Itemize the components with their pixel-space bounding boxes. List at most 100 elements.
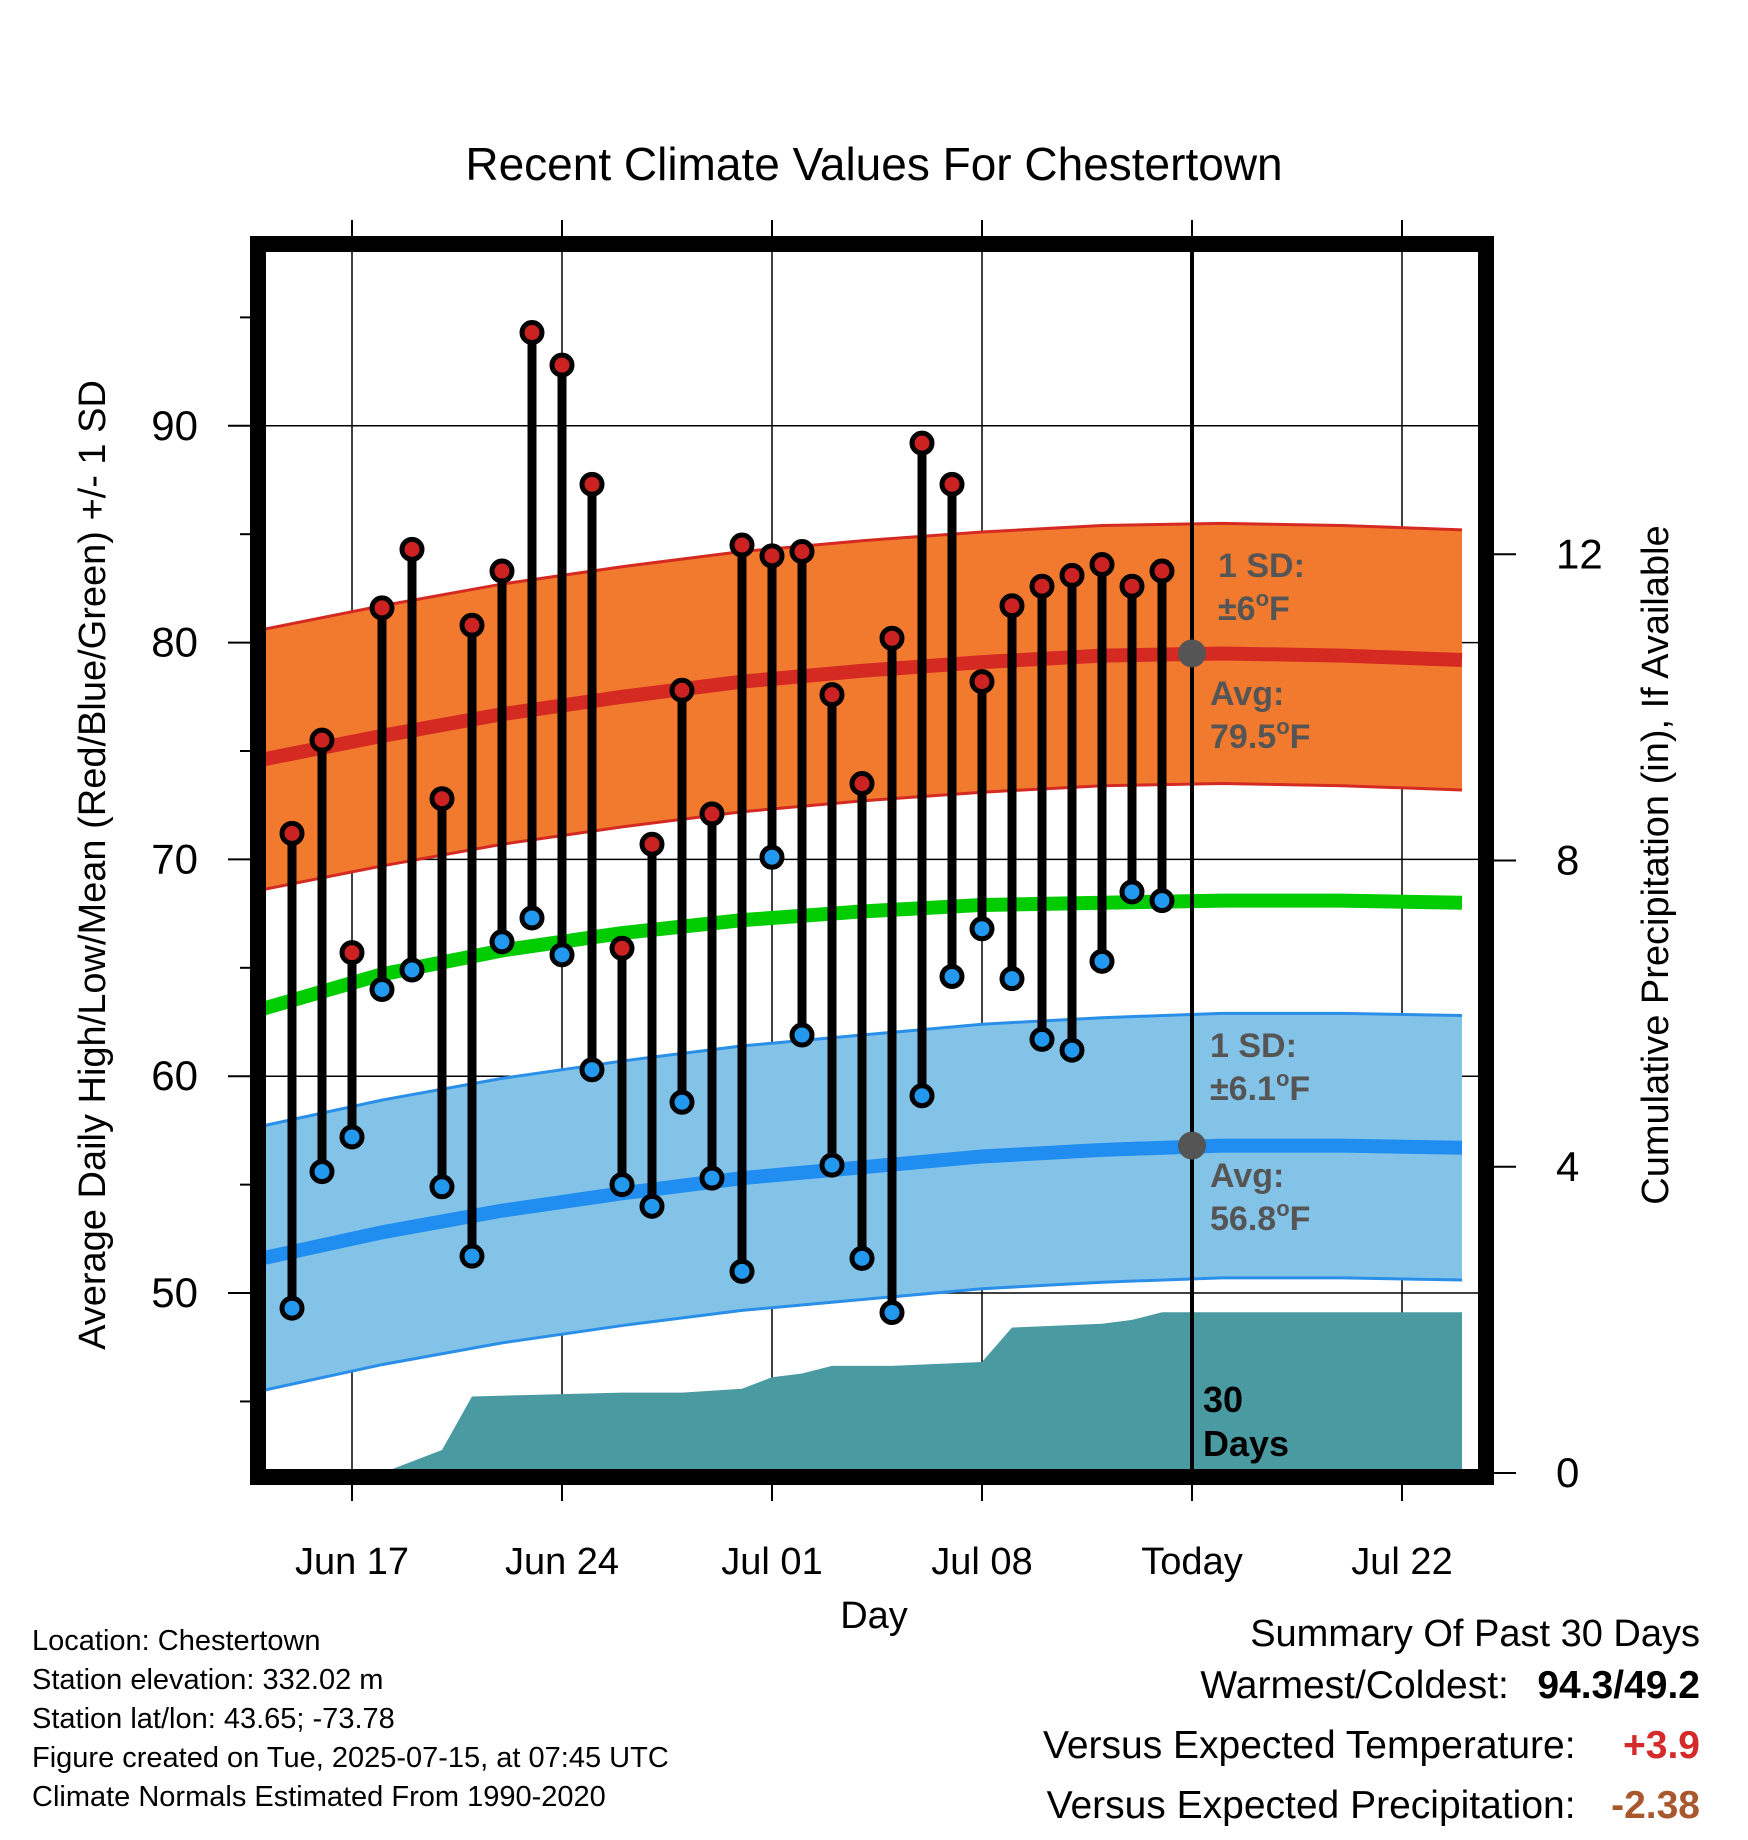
daily-high-point [1149,558,1175,584]
daily-low-point [309,1159,335,1185]
unit-label: F [1269,590,1290,628]
degree-superscript: o [1276,1196,1289,1221]
annotation-line: 1 SD: [1210,1027,1297,1065]
annotation-line: ±6.1oF [1210,1066,1310,1108]
annotation-text: 79.5 [1210,718,1276,756]
daily-high-point [339,940,365,966]
daily-high-point [429,786,455,812]
y-tick-label: 50 [151,1269,198,1316]
daily-low-point [429,1174,455,1200]
daily-high-point [879,625,905,651]
daily-low-point [759,844,785,870]
daily-low-point [1029,1026,1055,1052]
annotation-line: 1 SD: [1218,547,1305,585]
daily-low-point [999,966,1025,992]
degree-superscript: o [1276,1066,1289,1091]
daily-high-point [399,536,425,562]
daily-high-point [699,801,725,827]
daily-low-point [789,1022,815,1048]
daily-high-point [669,677,695,703]
annotation-text: ±6 [1218,590,1256,628]
coldest-value: 49.2 [1624,1664,1700,1707]
daily-high-point [939,471,965,497]
daily-marks [279,320,1206,1326]
precip-days-word: Days [1203,1423,1289,1464]
annotation-text: 56.8 [1210,1200,1276,1238]
daily-low-point [489,929,515,955]
annotation-text: Avg: [1210,675,1284,713]
y2-tick-label: 0 [1556,1449,1579,1496]
precip-anomaly-label: Versus Expected Precipitation: [1046,1784,1576,1827]
daily-low-point [519,905,545,931]
figure-created: Figure created on Tue, 2025-07-15, at 07… [32,1742,669,1774]
x-tick-label: Jun 17 [295,1541,409,1583]
summary-title: Summary Of Past 30 Days [1250,1613,1700,1655]
x-tick-label: Jul 08 [931,1541,1032,1583]
daily-low-point [1059,1037,1085,1063]
daily-high-point [1029,573,1055,599]
axes: Jun 17 Jun 24 Jul 01 Jul 08 Today Jul 22 50 60 7… [151,220,1603,1583]
daily-high-point [579,471,605,497]
daily-high-point [729,532,755,558]
precip-area [262,1312,1462,1473]
y-tick-label: 80 [151,619,198,666]
y2-tick-label: 8 [1556,837,1579,884]
daily-high-point [489,558,515,584]
chart-title: Recent Climate Values For Chestertown [465,138,1282,190]
daily-low-point [909,1083,935,1109]
high-sd-band-upper-edge [262,521,1463,632]
daily-high-point [369,595,395,621]
daily-low-point [549,942,575,968]
station-location: Location: Chestertown [32,1625,321,1657]
temp-anomaly-label: Versus Expected Temperature: [1042,1724,1576,1767]
daily-high-point [519,320,545,346]
x-tick-label: Jun 24 [505,1541,619,1583]
today-low-normal-marker [1178,1131,1206,1160]
daily-high-point [759,543,785,569]
daily-low-point [459,1243,485,1269]
daily-low-point [1089,948,1115,974]
unit-label: F [1290,1200,1311,1238]
daily-low-point [879,1300,905,1326]
degree-superscript: o [1256,586,1269,611]
daily-high-point [969,669,995,695]
daily-high-point [819,682,845,708]
daily-high-point [1059,562,1085,588]
warm-cold-separator: / [1613,1664,1625,1707]
daily-low-point [1119,879,1145,905]
daily-high-point [1119,573,1145,599]
y2-axis-label: Cumulative Precipitation (in), If Availa… [1635,525,1677,1204]
station-latlon: Station lat/lon: 43.65; -73.78 [32,1703,395,1735]
temp-anomaly-value: +3.9 [1623,1724,1700,1767]
summary-panel: Summary Of Past 30 Days Warmest/Coldest:… [1043,1608,1700,1840]
station-info: Location: Chestertown Station elevation:… [32,1622,669,1817]
daily-low-point [369,977,395,1003]
annotation-line: ±6oF [1218,586,1290,628]
daily-low-point [639,1193,665,1219]
warm-cold-label: Warmest/Coldest: [1200,1664,1509,1707]
precip-days-number: 30 [1203,1379,1243,1420]
y-axis-label: Average Daily High/Low/Mean (Red/Blue/Gr… [72,380,114,1350]
station-elevation: Station elevation: 332.02 m [32,1664,384,1696]
today-high-normal-marker [1178,639,1206,668]
x-tick-label: Jul 01 [721,1541,822,1583]
annotation-text: ±6.1 [1210,1070,1276,1108]
daily-low-point [939,963,965,989]
normals-period: Climate Normals Estimated From 1990-2020 [32,1781,606,1813]
y2-tick-label: 12 [1556,530,1603,577]
daily-high-point [279,820,305,846]
annotation-line: Avg: [1210,1157,1284,1195]
normal-high-line [262,646,1463,767]
daily-low-point [579,1057,605,1083]
daily-low-point [819,1152,845,1178]
y-tick-label: 60 [151,1052,198,1099]
daily-high-point [909,430,935,456]
daily-low-point [849,1245,875,1271]
x-axis-label: Day [840,1595,908,1637]
daily-low-point [339,1124,365,1150]
daily-high-point [1089,552,1115,578]
plot-frame [250,236,1494,1485]
precip-anomaly-value: -2.38 [1611,1784,1700,1827]
